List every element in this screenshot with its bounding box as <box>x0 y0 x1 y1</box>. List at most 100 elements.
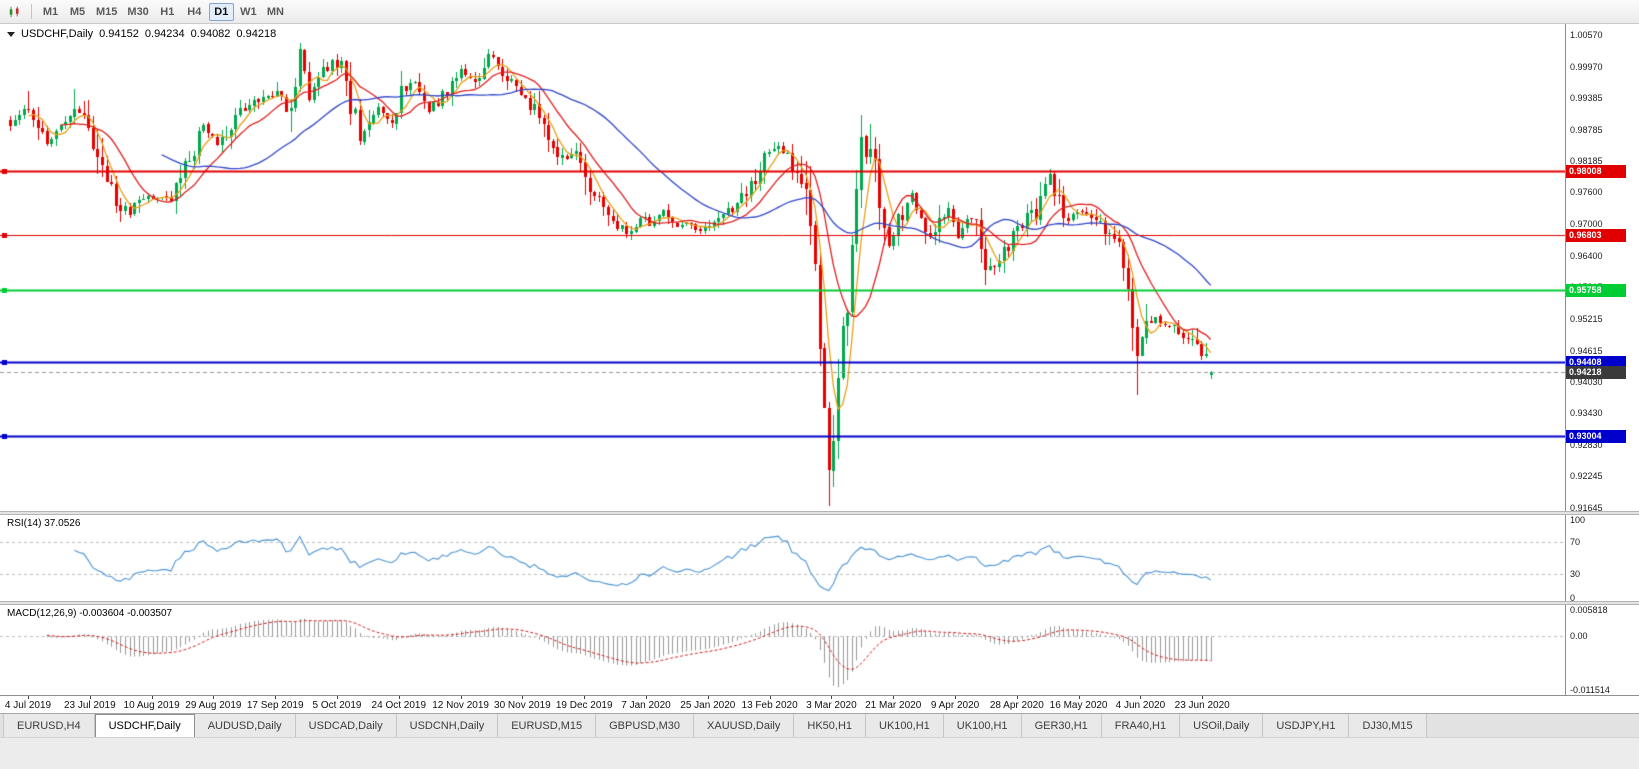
high-value: 0.94234 <box>144 28 185 40</box>
timeframe-button-h4[interactable]: H4 <box>187 5 202 18</box>
timeframe-button-m5[interactable]: M5 <box>69 5 86 18</box>
toolbar-separator <box>31 4 32 19</box>
tab-uk100-h1[interactable]: UK100,H1 <box>866 714 944 737</box>
macd-axis[interactable]: 0.005818 0.00 -0.011514 <box>1565 605 1639 695</box>
tab-hk50-h1[interactable]: HK50,H1 <box>794 714 867 737</box>
macd-tick-label: -0.011514 <box>1570 685 1610 695</box>
collapse-triangle-icon[interactable] <box>7 31 15 37</box>
tab-fra40-h1[interactable]: FRA40,H1 <box>1101 714 1181 737</box>
timeframe-button-h1[interactable]: H1 <box>160 5 175 18</box>
macd-label: MACD(12,26,9) -0.003604 -0.003507 <box>7 608 173 619</box>
tab-xauusd-daily[interactable]: XAUUSD,Daily <box>694 714 795 737</box>
date-label: 4 Jul 2019 <box>4 700 52 711</box>
price-level-tag: 0.96803 <box>1566 228 1626 242</box>
date-tick-mark <box>337 696 338 699</box>
date-label: 29 Aug 2019 <box>185 700 242 711</box>
date-label: 19 Dec 2019 <box>555 700 613 711</box>
tab-usdchf-daily[interactable]: USDCHF,Daily <box>94 714 195 737</box>
panel-splitter-macd[interactable] <box>0 601 1639 605</box>
rsi-tick-label: 30 <box>1570 569 1581 579</box>
price-tick-label: 0.93430 <box>1570 408 1603 419</box>
tab-eurusd-h4[interactable]: EURUSD,H4 <box>3 714 95 737</box>
date-label: 23 Jul 2019 <box>63 700 116 711</box>
macd-tick-label: 0.00 <box>1570 631 1588 642</box>
timeframe-button-m1[interactable]: M1 <box>42 5 59 18</box>
date-axis[interactable]: 4 Jul 2019 23 Jul 2019 10 Aug 2019 29 Aug 2… <box>0 695 1639 713</box>
date-tick-mark <box>831 696 833 699</box>
date-tick-mark <box>151 696 153 699</box>
timeframe-button-mn[interactable]: MN <box>266 5 284 18</box>
tab-usdjpy-h1[interactable]: USDJPY,H1 <box>1263 714 1350 737</box>
price-tick-label: 0.91645 <box>1570 503 1603 513</box>
price-chart-canvas[interactable] <box>0 24 1565 511</box>
price-tick-label: 0.97600 <box>1570 187 1603 198</box>
chart-title-overlay: USDCHF,Daily 0.94152 0.94234 0.94082 0.9… <box>7 28 276 40</box>
timeframe-button-w1[interactable]: W1 <box>240 5 257 18</box>
date-label: 12 Nov 2019 <box>432 700 489 711</box>
rsi-axis[interactable]: 100 70 30 0 <box>1565 515 1639 603</box>
rsi-tick-label: 100 <box>1570 515 1586 525</box>
date-label: 13 Feb 2020 <box>741 700 798 711</box>
tab-ger30-h1[interactable]: GER30,H1 <box>1021 714 1102 737</box>
tab-audusd-daily[interactable]: AUDUSD,Daily <box>194 714 296 737</box>
price-panel: USDCHF,Daily 0.94152 0.94234 0.94082 0.9… <box>0 24 1639 513</box>
date-tick-mark <box>707 696 709 699</box>
tab-usdcad-daily[interactable]: USDCAD,Daily <box>295 714 397 737</box>
timeframe-button-m15[interactable]: M15 <box>96 5 118 18</box>
price-tick-label: 0.96400 <box>1570 250 1603 261</box>
price-tick-label: 0.92830 <box>1570 440 1603 451</box>
tab-eurusd-m15[interactable]: EURUSD,M15 <box>498 714 597 737</box>
date-tick-mark <box>89 696 91 699</box>
price-level-tag: 0.94408 <box>1566 355 1626 369</box>
date-tick-mark <box>893 696 895 699</box>
timeframe-buttons: M1 M5 M15 M30 H1 H4 D1 W1 MN <box>37 2 289 21</box>
candlestick-chart-icon[interactable] <box>4 3 26 21</box>
date-label: 9 Apr 2020 <box>930 700 980 711</box>
macd-tick-label: 0.005818 <box>1570 605 1608 615</box>
date-tick-mark <box>769 696 771 699</box>
date-tick-mark <box>28 696 29 699</box>
tab-dj30-m15[interactable]: DJ30,M15 <box>1349 714 1427 737</box>
price-tick-label: 0.92245 <box>1570 471 1603 482</box>
timeframe-toolbar: M1 M5 M15 M30 H1 H4 D1 W1 MN <box>0 0 1639 24</box>
timeframe-button-d1[interactable]: D1 <box>208 2 234 21</box>
timeframe-button-m30[interactable]: M30 <box>127 5 149 18</box>
price-tick-label: 0.98185 <box>1570 156 1603 167</box>
date-tick-mark <box>1078 696 1080 699</box>
rsi-chart-canvas[interactable] <box>0 515 1565 601</box>
date-label: 5 Oct 2019 <box>312 700 362 711</box>
price-tick-label: 0.97000 <box>1570 219 1603 230</box>
price-tick-label: 0.94615 <box>1570 345 1603 356</box>
price-level-tag: 0.93004 <box>1566 429 1626 443</box>
price-axis[interactable]: 1.00570 0.99970 0.99385 0.98785 0.98185 0.976… <box>1565 24 1639 513</box>
tab-usoil-daily[interactable]: USOil,Daily <box>1180 714 1264 737</box>
tab-uk100-h1[interactable]: UK100,H1 <box>943 714 1022 737</box>
price-tick-label: 0.99970 <box>1570 61 1603 72</box>
date-tick-mark <box>522 696 524 699</box>
bottom-strip <box>0 737 1639 769</box>
date-label: 28 Apr 2020 <box>989 700 1044 711</box>
date-tick-mark <box>460 696 462 699</box>
macd-chart-canvas[interactable] <box>0 605 1565 695</box>
symbol-period-label: USDCHF,Daily <box>21 28 94 40</box>
date-tick-mark <box>1140 696 1142 699</box>
date-label: 10 Aug 2019 <box>123 700 180 711</box>
chart-window: USDCHF,Daily 0.94152 0.94234 0.94082 0.9… <box>0 24 1639 713</box>
rsi-label: RSI(14) 37.0526 <box>7 518 81 529</box>
tab-usdcnh-daily[interactable]: USDCNH,Daily <box>396 714 499 737</box>
date-tick-mark <box>213 696 215 699</box>
current-price-tag: 0.94218 <box>1566 365 1626 379</box>
rsi-panel: RSI(14) 37.0526 100 70 30 0 <box>0 515 1639 603</box>
date-tick-mark <box>646 696 647 699</box>
rsi-tick-label: 0 <box>1570 593 1576 603</box>
date-label: 25 Jan 2020 <box>680 700 736 711</box>
date-label: 16 May 2020 <box>1049 700 1108 711</box>
chart-tabs-bar: EURUSD,H4 USDCHF,Daily AUDUSD,Daily USDCAD,… <box>0 713 1639 737</box>
price-tick-label: 0.99385 <box>1570 92 1603 103</box>
date-label: 24 Oct 2019 <box>371 700 427 711</box>
date-label: 30 Nov 2019 <box>494 700 551 711</box>
panel-splitter-rsi[interactable] <box>0 511 1639 515</box>
tab-gbpusd-m30[interactable]: GBPUSD,M30 <box>596 714 695 737</box>
close-value: 0.94218 <box>236 28 277 40</box>
price-tick-label: 0.94030 <box>1570 376 1603 387</box>
